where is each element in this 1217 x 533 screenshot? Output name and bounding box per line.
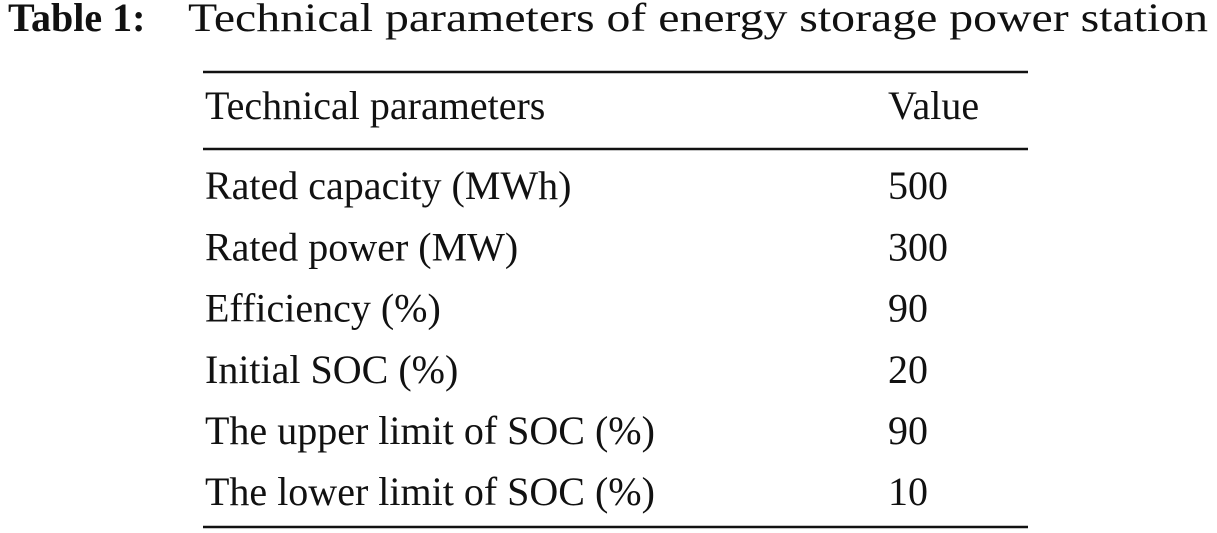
parameter-cell: The lower limit of SOC (%) [205,469,655,514]
parameter-cell: Rated capacity (MWh) [205,163,572,208]
caption-text: Technical parameters of energy storage p… [188,0,1208,40]
caption-label: Table 1: [8,0,145,40]
value-cell: 20 [888,347,928,392]
parameter-cell: Rated power (MW) [205,224,518,269]
header-cell: Value [888,83,979,128]
value-cell: 300 [888,224,948,269]
parameter-cell: Initial SOC (%) [205,347,458,392]
parameter-cell: The upper limit of SOC (%) [205,408,655,453]
value-cell: 10 [888,469,928,514]
value-cell: 90 [888,286,928,331]
value-cell: 90 [888,408,928,453]
value-cell: 500 [888,163,948,208]
parameter-cell: Efficiency (%) [205,286,441,331]
header-cell: Technical parameters [205,83,545,128]
